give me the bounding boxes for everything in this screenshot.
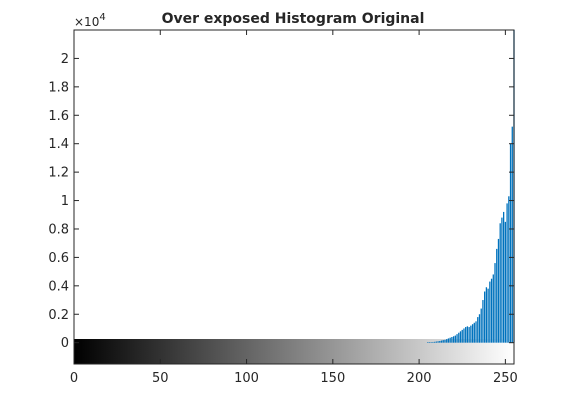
histogram-bar (449, 337, 451, 343)
histogram-bar (459, 331, 462, 343)
y-tick-label: 0.4 (48, 279, 69, 294)
x-tick-label: 200 (407, 371, 432, 386)
x-tick-label: 0 (70, 371, 78, 386)
x-tick-label: 100 (234, 371, 259, 386)
histogram-bar (492, 274, 494, 343)
histogram-bar (466, 326, 469, 343)
histogram-bar (458, 332, 460, 343)
histogram-bar (509, 143, 512, 343)
y-tick-label: 1.4 (48, 137, 69, 152)
y-exponent-label: ×104 (74, 12, 106, 29)
histogram-bar (463, 328, 465, 343)
y-tick-label: 0.6 (48, 251, 69, 266)
chart-title: Over exposed Histogram Original (162, 11, 425, 27)
y-tick-label: 0.2 (48, 308, 69, 323)
y-tick-label: 2 (61, 52, 69, 67)
histogram-bar (503, 211, 505, 343)
histogram-bar (506, 203, 508, 343)
y-tick-label: 1.2 (48, 166, 69, 181)
histogram-bar (465, 327, 467, 343)
histogram-bar (451, 337, 453, 343)
y-axis: 0 0.2 0.4 0.6 0.8 1 1.2 1.4 1.6 1.8 2 (48, 52, 514, 351)
histogram-bar (508, 196, 510, 343)
histogram-bar (427, 342, 429, 343)
histogram-bar (444, 339, 446, 343)
y-tick-label: 1.6 (48, 109, 69, 124)
svg-text:×104: ×104 (74, 12, 106, 29)
histogram-bar (497, 238, 500, 343)
histogram-bar (471, 324, 474, 343)
histogram-bar (454, 335, 456, 343)
histogram-bar (430, 342, 432, 343)
x-tick-label: 50 (152, 371, 169, 386)
histogram-bar (433, 341, 436, 343)
histogram-bar (490, 278, 493, 343)
histogram-bar (489, 281, 491, 343)
histogram-bar (494, 263, 496, 343)
histogram-bar (470, 325, 472, 343)
x-tick-label: 250 (493, 371, 518, 386)
histogram-bar (432, 341, 434, 343)
histogram-bar (477, 317, 479, 343)
y-tick-label: 1.8 (48, 80, 69, 95)
histogram-bar (428, 342, 431, 343)
histogram-bar (447, 338, 450, 343)
histogram-bar (440, 340, 443, 343)
histogram-bar (478, 314, 481, 343)
histogram-bar (452, 336, 455, 343)
histogram-bars (427, 30, 515, 343)
histogram-bar (473, 322, 475, 343)
histogram-bar (496, 248, 498, 343)
histogram-bar (442, 340, 444, 343)
histogram-bar (446, 339, 448, 343)
histogram-bar (475, 321, 477, 343)
histogram-bar (468, 327, 470, 343)
colorbar (74, 339, 514, 364)
histogram-bar (485, 287, 488, 343)
histogram-bar (461, 329, 463, 343)
histogram-bar (437, 341, 439, 343)
histogram-bar (439, 340, 441, 343)
histogram-bar (501, 217, 503, 343)
histogram-bar (511, 126, 513, 343)
histogram-bar (435, 341, 437, 343)
y-tick-label: 1 (61, 194, 69, 209)
plot-area-border (73, 29, 515, 365)
x-tick-label: 150 (320, 371, 345, 386)
histogram-bar (482, 300, 484, 343)
histogram-bar (487, 288, 489, 343)
histogram-bar (504, 221, 507, 343)
x-axis: 0 50 100 150 200 250 (70, 30, 518, 386)
y-tick-label: 0.8 (48, 222, 69, 237)
y-tick-label: 0 (61, 336, 69, 351)
histogram-bar (484, 291, 486, 343)
histogram-bar (456, 334, 458, 343)
histogram-bar (480, 308, 482, 343)
histogram-bar (499, 223, 501, 343)
